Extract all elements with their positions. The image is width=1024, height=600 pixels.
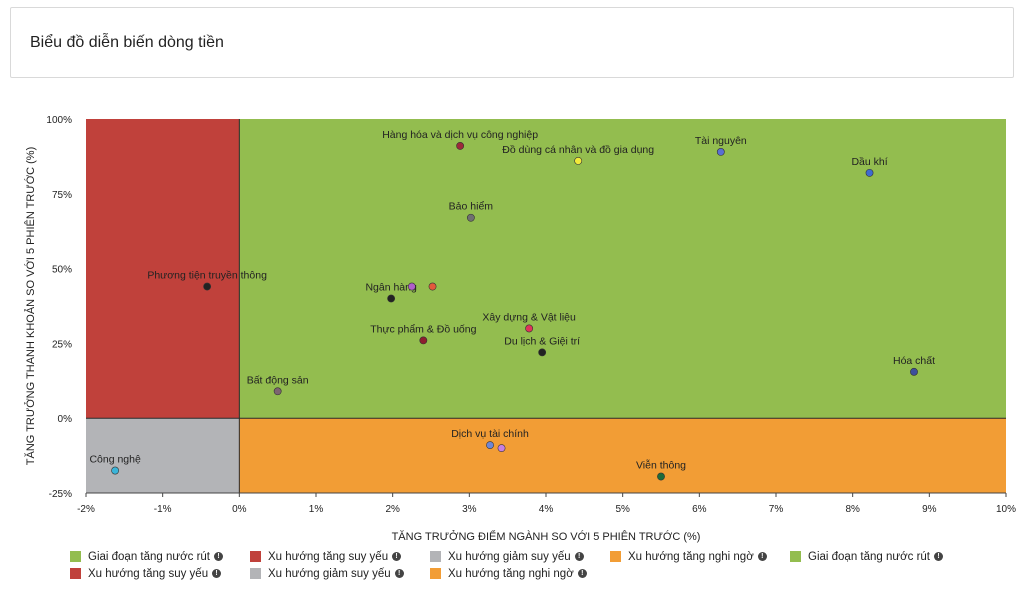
data-point[interactable]	[716, 148, 725, 156]
legend-swatch	[790, 551, 801, 562]
data-point-label: Dịch vụ tài chính	[451, 428, 529, 440]
legend-label: Xu hướng tăng suy yếu	[88, 567, 209, 580]
data-point-label: Bất động sản	[247, 374, 309, 386]
data-point[interactable]	[538, 348, 547, 357]
info-icon[interactable]: !	[214, 552, 224, 561]
x-tick-label: 5%	[615, 504, 630, 515]
legend-item[interactable]: Xu hướng tăng suy yếu!	[70, 568, 250, 580]
card-header: Biểu đồ diễn biến dòng tiền	[10, 7, 1014, 78]
y-axis-title: TĂNG TRƯỞNG THANH KHOẢN SO VỚI 5 PHIÊN T…	[24, 147, 37, 465]
legend-swatch	[70, 551, 81, 562]
data-point[interactable]	[456, 142, 465, 150]
data-point-label: Tài nguyên	[695, 135, 747, 147]
data-point[interactable]	[387, 294, 396, 303]
data-point-label: Bảo hiểm	[449, 201, 494, 213]
data-point[interactable]	[111, 466, 120, 475]
x-tick-label: 1%	[309, 504, 324, 515]
data-point-label: Hóa chất	[893, 355, 935, 367]
info-icon[interactable]: !	[574, 552, 584, 561]
quadrant-top-right	[239, 119, 1007, 419]
card-title: Biểu đồ diễn biến dòng tiền	[30, 34, 224, 51]
legend-swatch	[430, 568, 441, 579]
data-point[interactable]	[428, 282, 437, 291]
legend-item[interactable]: Giai đoạn tăng nước rút!	[70, 551, 250, 563]
x-tick-label: -1%	[154, 504, 172, 515]
data-point[interactable]	[466, 213, 475, 222]
data-point[interactable]	[203, 282, 212, 291]
data-point[interactable]	[657, 472, 665, 481]
y-tick-label: 75%	[52, 190, 72, 201]
x-tick-label: 10%	[996, 504, 1016, 515]
x-tick-label: 2%	[385, 504, 400, 515]
legend-item[interactable]: Xu hướng giảm suy yếu!	[430, 551, 610, 563]
quadrant-bottom-right	[239, 418, 1007, 493]
data-point[interactable]	[525, 324, 534, 333]
data-point[interactable]	[865, 168, 874, 177]
data-point[interactable]	[407, 282, 416, 291]
legend-item[interactable]: Xu hướng tăng suy yếu!	[250, 551, 430, 563]
data-point-label: Hàng hóa và dịch vụ công nghiệp	[382, 129, 538, 141]
info-icon[interactable]: !	[757, 552, 767, 561]
legend-label: Xu hướng giảm suy yếu	[448, 550, 571, 563]
legend-item[interactable]: Xu hướng giảm suy yếu!	[250, 568, 430, 580]
data-point[interactable]	[419, 336, 428, 345]
x-tick-label: 4%	[539, 504, 554, 515]
y-tick-label: -25%	[49, 489, 72, 500]
legend-item[interactable]: Xu hướng tăng nghi ngờ!	[430, 568, 610, 580]
legend-label: Giai đoạn tăng nước rút	[88, 550, 211, 563]
chart-legend: Giai đoạn tăng nước rút! Xu hướng tăng su…	[70, 548, 1010, 582]
info-icon[interactable]: !	[577, 569, 587, 578]
data-point-label: Dầu khí	[851, 156, 887, 168]
y-tick-label: 100%	[46, 115, 72, 126]
legend-label: Xu hướng tăng suy yếu	[268, 550, 389, 563]
data-point-label: Phương tiện truyền thông	[147, 270, 267, 282]
y-tick-label: 50%	[52, 265, 72, 276]
data-point[interactable]	[486, 441, 494, 450]
x-tick-label: 8%	[845, 504, 860, 515]
quadrant-bottom-left	[86, 418, 240, 493]
legend-swatch	[70, 568, 81, 579]
data-point[interactable]	[273, 387, 282, 396]
x-tick-label: 7%	[769, 504, 784, 515]
info-icon[interactable]: !	[934, 552, 944, 561]
x-tick-label: 9%	[922, 504, 937, 515]
data-point-label: Du lịch & Giệi trí	[504, 335, 580, 347]
legend-row: Giai đoạn tăng nước rút! Xu hướng tăng su…	[70, 548, 1010, 565]
data-point-label: Xây dựng & Vật liệu	[482, 311, 576, 323]
legend-swatch	[430, 551, 441, 562]
x-tick-label: 3%	[462, 504, 477, 515]
legend-label: Xu hướng giảm suy yếu	[268, 567, 391, 580]
data-point-label: Viễn thông	[636, 459, 686, 472]
x-axis-title: TĂNG TRƯỞNG ĐIỂM NGÀNH SO VỚI 5 PHIÊN TR…	[392, 530, 701, 543]
legend-item[interactable]: Xu hướng tăng nghi ngờ!	[610, 551, 790, 563]
y-tick-label: 0%	[58, 414, 73, 425]
info-icon[interactable]: !	[212, 569, 222, 578]
legend-item[interactable]: Giai đoạn tăng nước rút!	[790, 551, 970, 563]
legend-swatch	[610, 551, 621, 562]
data-point[interactable]	[497, 444, 506, 453]
legend-swatch	[250, 568, 261, 579]
x-tick-label: 0%	[232, 504, 247, 515]
legend-label: Xu hướng tăng nghi ngờ	[628, 550, 754, 563]
x-tick-label: 6%	[692, 504, 707, 515]
data-point-label: Công nghệ	[89, 454, 141, 466]
quadrant-top-left	[86, 119, 240, 419]
info-icon[interactable]: !	[392, 552, 402, 561]
x-tick-label: -2%	[77, 504, 95, 515]
legend-swatch	[250, 551, 261, 562]
data-point-label: Thực phẩm & Đồ uống	[370, 323, 476, 335]
info-icon[interactable]: !	[394, 569, 404, 578]
legend-label: Xu hướng tăng nghi ngờ	[448, 567, 574, 580]
data-point-label: Đồ dùng cá nhân và đồ gia dụng	[502, 144, 654, 156]
data-point-label: Ngân hàng	[365, 282, 417, 294]
y-tick-label: 25%	[52, 339, 72, 350]
data-point[interactable]	[574, 156, 583, 165]
legend-label: Giai đoạn tăng nước rút	[808, 550, 931, 563]
data-point[interactable]	[910, 367, 918, 376]
legend-row: Xu hướng tăng suy yếu! Xu hướng giảm suy …	[70, 565, 1010, 582]
